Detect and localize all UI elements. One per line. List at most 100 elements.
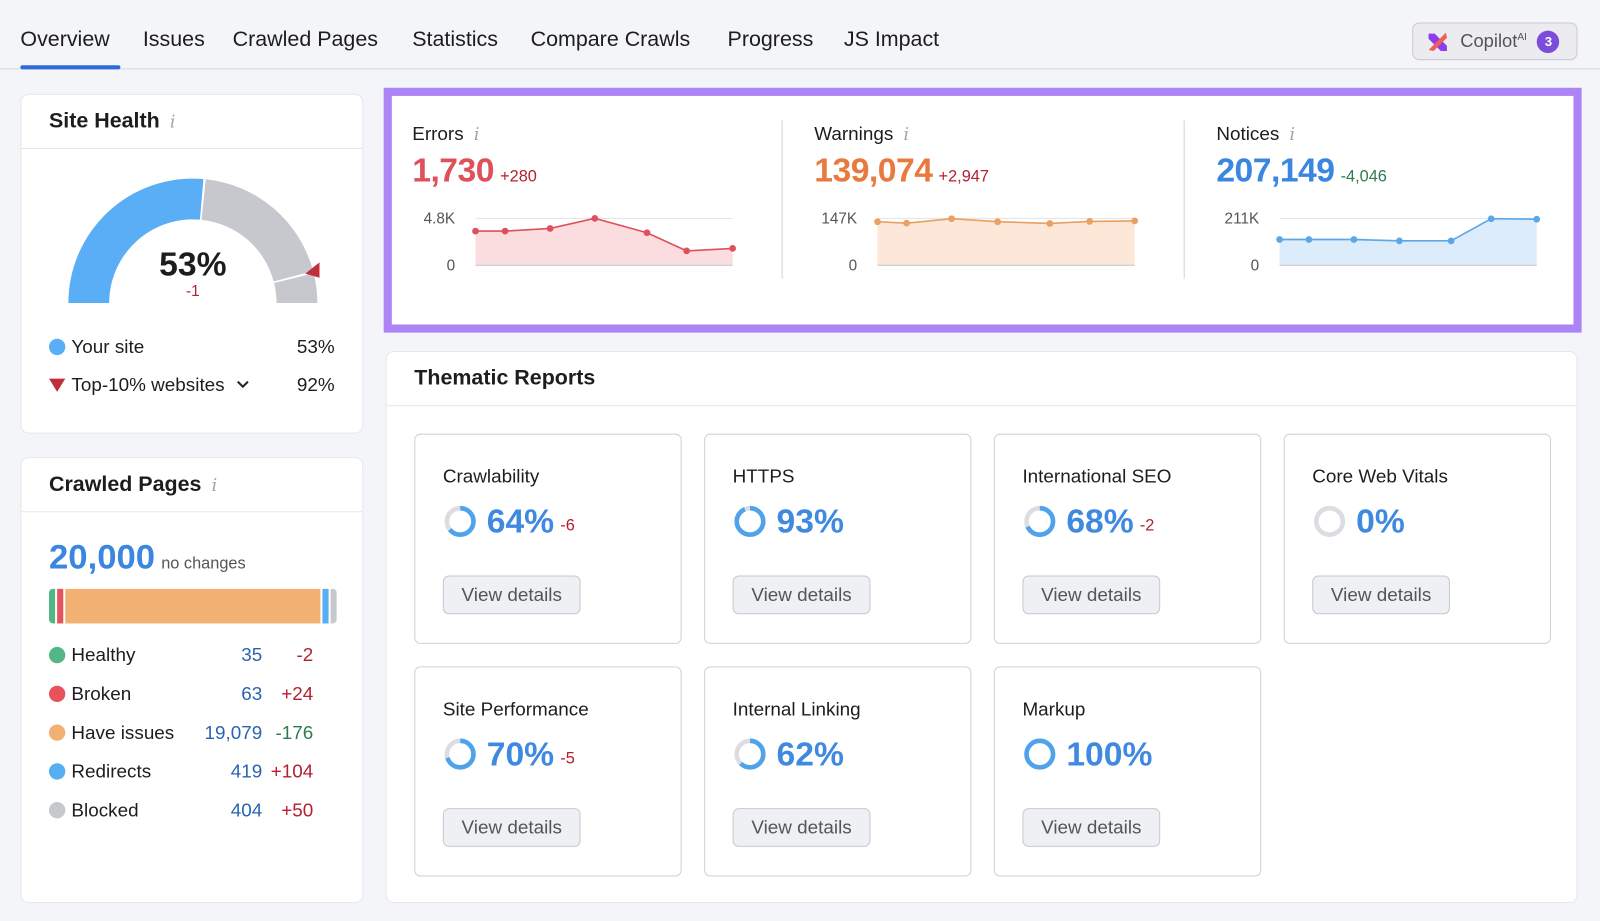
row-label: Broken — [71, 682, 132, 705]
crawled-row[interactable]: Have issues — [48, 721, 174, 743]
report-card-https[interactable]: HTTPS 93% View details — [704, 433, 972, 644]
metric-delta: +280 — [500, 168, 537, 186]
divider — [386, 405, 1577, 407]
bar-segment-healthy[interactable] — [48, 588, 56, 624]
info-icon[interactable]: i — [169, 112, 176, 133]
gauge-score-arc — [68, 178, 204, 304]
your-site-value: 53% — [296, 335, 335, 358]
row-delta: +104 — [270, 760, 314, 782]
crawled-row[interactable]: Redirects — [48, 760, 151, 782]
sparkline-point[interactable] — [501, 227, 509, 235]
metric-errors[interactable]: Errors i 1,730 +280 4.8K 0 — [392, 96, 790, 325]
report-percent: 64% — [486, 502, 555, 540]
sparkline-point[interactable] — [643, 229, 651, 237]
sparkline-point[interactable] — [1487, 215, 1495, 223]
copilot-badge: 3 — [1537, 30, 1560, 53]
row-count[interactable]: 419 — [230, 760, 263, 782]
tab-overview[interactable]: Overview — [20, 27, 110, 52]
tab-crawled-pages[interactable]: Crawled Pages — [232, 27, 378, 52]
report-card-markup[interactable]: Markup 100% View details — [993, 666, 1262, 877]
sparkline-point[interactable] — [994, 218, 1001, 226]
row-count[interactable]: 35 — [241, 643, 263, 666]
metric-notices[interactable]: Notices i 207,149 -4,046 211K 0 — [1196, 96, 1594, 325]
metric-label: Errors i — [412, 122, 480, 145]
metric-value: 1,730 +280 — [412, 151, 537, 189]
info-icon[interactable]: i — [903, 124, 910, 145]
view-details-button[interactable]: View details — [442, 808, 581, 847]
view-details-button[interactable]: View details — [1022, 575, 1161, 615]
tab-statistics[interactable]: Statistics — [412, 27, 498, 52]
row-delta: -176 — [275, 721, 314, 743]
row-count[interactable]: 63 — [241, 682, 263, 705]
sparkline-point[interactable] — [472, 227, 479, 235]
score-donut-icon — [734, 505, 766, 537]
sparkline-point[interactable] — [1131, 217, 1139, 225]
crawled-total-value: 20,000 — [48, 537, 156, 577]
sparkline-point[interactable] — [1305, 236, 1313, 243]
row-count[interactable]: 404 — [230, 798, 263, 821]
sparkline-point[interactable] — [591, 214, 599, 222]
tab-compare-crawls[interactable]: Compare Crawls — [530, 27, 691, 52]
report-percent: 68% — [1066, 502, 1134, 540]
divider — [21, 147, 363, 149]
site-health-card: Site Health i 53% -1 Your site 53% Top-10… — [20, 93, 364, 434]
site-health-delta: -1 — [186, 282, 200, 300]
view-details-button[interactable]: View details — [1022, 808, 1161, 847]
view-details-button[interactable]: View details — [732, 808, 871, 847]
bar-segment-have-issues[interactable] — [65, 588, 321, 624]
sparkline-point[interactable] — [1276, 236, 1283, 243]
report-card-crawlability[interactable]: Crawlability 64% -6 View details — [414, 433, 682, 644]
y-tick-min: 0 — [446, 257, 456, 275]
active-tab-indicator — [20, 65, 121, 70]
report-name: Markup — [1022, 697, 1086, 720]
view-details-button[interactable]: View details — [732, 575, 871, 615]
sparkline-point[interactable] — [1396, 237, 1403, 245]
sparkline-point[interactable] — [546, 225, 554, 232]
row-delta: +50 — [281, 798, 314, 821]
report-card-international-seo[interactable]: International SEO 68% -2 View details — [993, 433, 1262, 644]
report-card-core-web-vitals[interactable]: Core Web Vitals 0% View details — [1283, 433, 1552, 644]
info-icon[interactable]: i — [473, 124, 480, 145]
top10-value: 92% — [296, 373, 335, 395]
view-details-button[interactable]: View details — [1312, 575, 1450, 615]
info-icon[interactable]: i — [1289, 124, 1296, 145]
sparkline-point[interactable] — [729, 245, 737, 252]
y-tick-max: 211K — [1224, 210, 1260, 228]
sparkline-point[interactable] — [1447, 237, 1455, 245]
metric-delta: -4,046 — [1340, 168, 1387, 186]
sparkline-point[interactable] — [903, 219, 910, 227]
bar-segment-blocked[interactable] — [330, 588, 337, 624]
report-card-site-performance[interactable]: Site Performance 70% -5 View details — [414, 666, 682, 877]
legend-top10-dropdown[interactable]: Top-10% websites — [48, 373, 251, 395]
sparkline-point[interactable] — [874, 218, 881, 226]
row-count[interactable]: 19,079 — [204, 721, 263, 743]
sparkline-point[interactable] — [1046, 220, 1054, 227]
sparkline-area — [1279, 218, 1537, 266]
tab-progress[interactable]: Progress — [727, 27, 814, 52]
sparkline-point[interactable] — [948, 215, 955, 223]
crawled-row[interactable]: Blocked — [48, 799, 139, 821]
sparkline-point[interactable] — [1086, 218, 1094, 225]
sparkline-point[interactable] — [683, 247, 690, 255]
sparkline-point[interactable] — [1533, 215, 1541, 223]
crawled-total[interactable]: 20,000 no changes — [49, 538, 246, 578]
crawled-row[interactable]: Broken — [48, 682, 132, 705]
divider — [21, 511, 363, 513]
crawled-row[interactable]: Healthy — [48, 644, 135, 666]
copilot-button[interactable]: CopilotAI 3 — [1412, 22, 1578, 61]
bar-segment-redirects[interactable] — [322, 588, 329, 624]
info-icon[interactable]: i — [211, 475, 218, 496]
crawled-pages-bar[interactable] — [48, 588, 337, 624]
report-score: 62% — [733, 735, 844, 774]
report-score: 93% — [733, 502, 844, 541]
view-details-button[interactable]: View details — [442, 575, 581, 615]
legend-dot-icon — [48, 763, 66, 780]
row-delta: -2 — [296, 643, 314, 666]
bar-segment-broken[interactable] — [57, 588, 64, 624]
metric-warnings[interactable]: Warnings i 139,074 +2,947 147K 0 — [794, 96, 1192, 325]
report-card-internal-linking[interactable]: Internal Linking 62% View details — [704, 666, 972, 877]
report-percent: 100% — [1066, 734, 1153, 773]
tab-js-impact[interactable]: JS Impact — [843, 27, 940, 52]
tab-issues[interactable]: Issues — [142, 27, 205, 52]
sparkline-point[interactable] — [1350, 236, 1358, 243]
